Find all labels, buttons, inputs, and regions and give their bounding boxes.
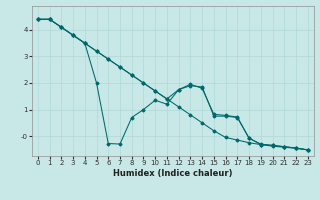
X-axis label: Humidex (Indice chaleur): Humidex (Indice chaleur) [113,169,233,178]
